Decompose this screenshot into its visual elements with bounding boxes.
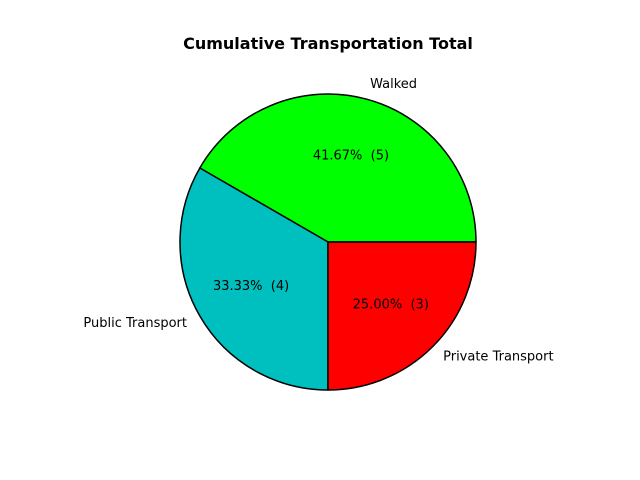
slice-label-private-transport: Private Transport: [443, 350, 553, 365]
pie-labels: Walked 41.67% (5) Public Transport 33.33% (…: [83, 77, 553, 364]
slice-label-public-transport: Public Transport: [83, 316, 187, 331]
slice-percent-label-walked: 41.67% (5): [313, 149, 389, 164]
chart-title: Cumulative Transportation Total: [183, 34, 473, 53]
pie-slices: [179, 93, 477, 391]
slice-percent-label-private-transport: 25.00% (3): [353, 297, 429, 312]
pie-slice-public-transport: [179, 167, 329, 391]
slice-percent-label-public-transport: 33.33% (4): [213, 279, 289, 294]
pie-slice-walked: [199, 93, 477, 243]
slice-label-walked: Walked: [370, 77, 417, 92]
pie-slice-private-transport: [327, 241, 477, 391]
